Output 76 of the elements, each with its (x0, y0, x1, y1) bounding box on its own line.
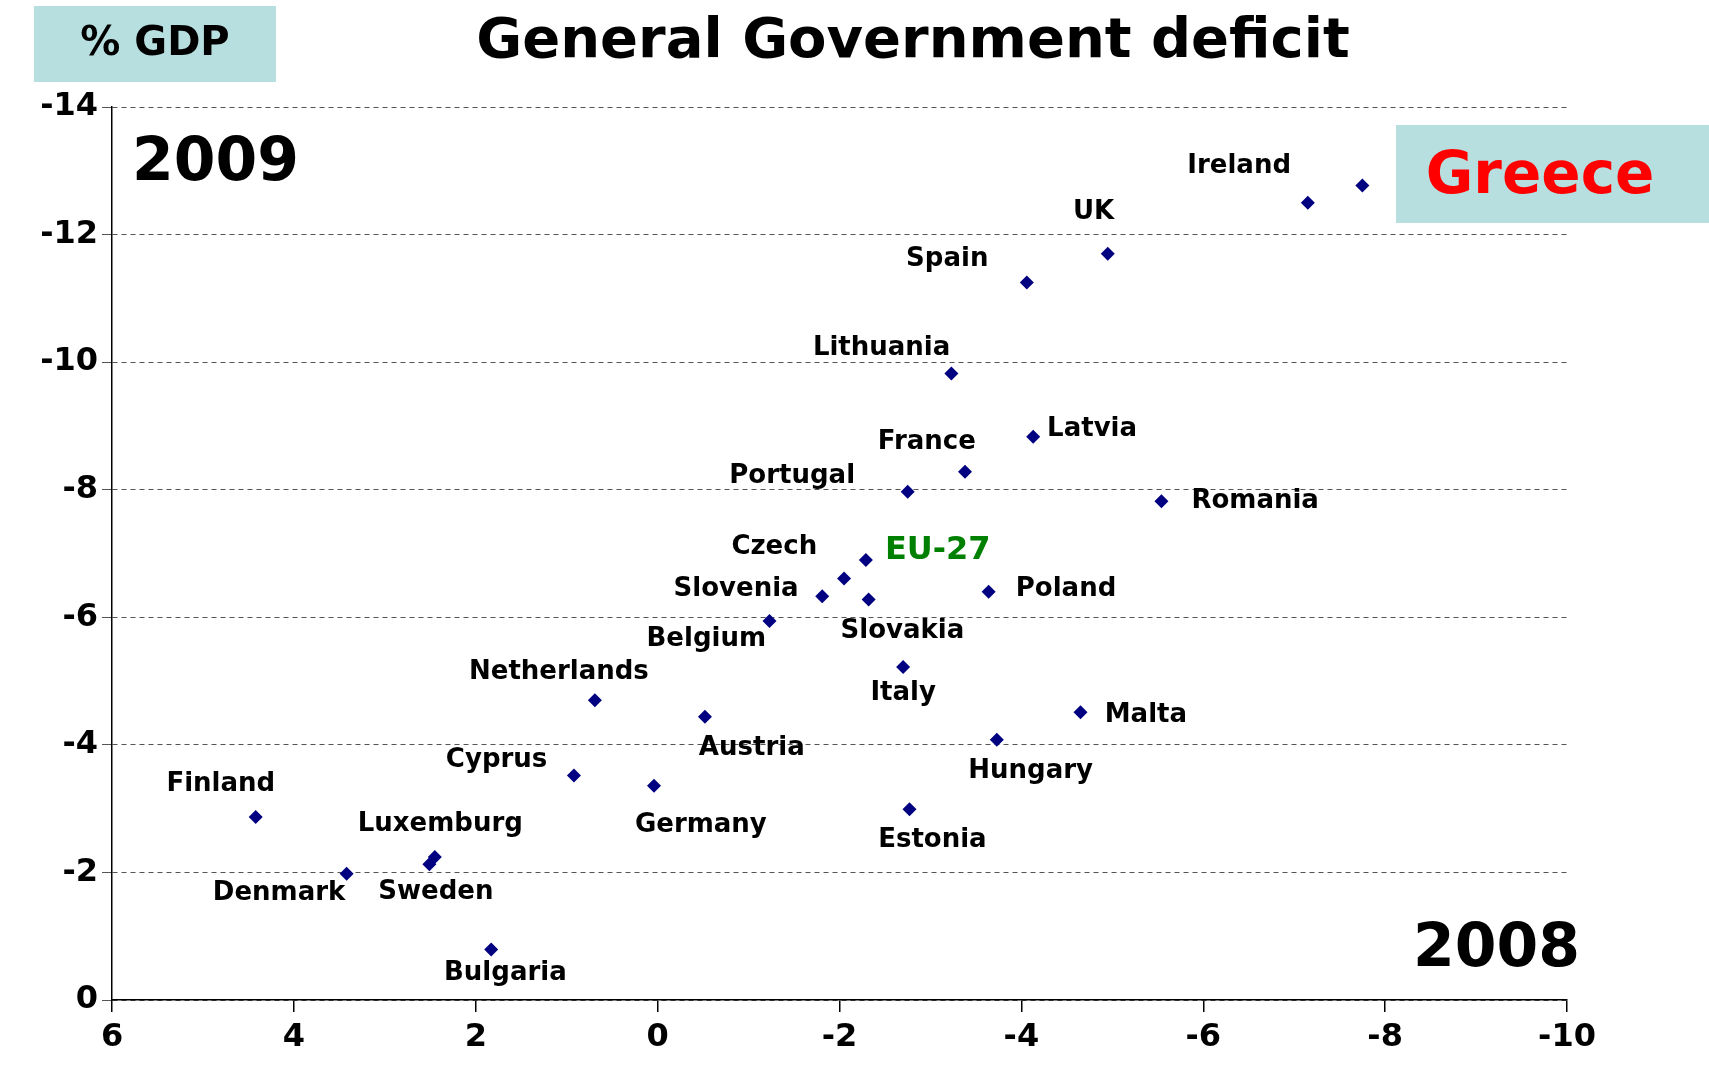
point (1019, 275, 1034, 290)
point (981, 584, 996, 599)
y-tick-label: -2 (62, 850, 98, 889)
point (566, 768, 581, 783)
annotation: Slovenia (673, 572, 799, 603)
annotation: Slovakia (840, 613, 965, 644)
point (484, 942, 499, 957)
annotation: Ireland (1187, 149, 1292, 180)
x-tick-label: -10 (1538, 1015, 1596, 1054)
y-tick-label: -14 (40, 85, 98, 124)
annotation: Germany (634, 807, 767, 838)
x-tick-label: 6 (100, 1015, 124, 1054)
point (944, 366, 959, 381)
annotation: Austria (698, 731, 805, 762)
chart-title: General Government deficit (476, 4, 1350, 70)
annotation: Portugal (729, 459, 856, 490)
point (900, 484, 915, 499)
point (422, 857, 437, 872)
point (248, 809, 263, 824)
point (989, 732, 1004, 747)
x-tick-label: -6 (1185, 1015, 1222, 1054)
y-tick-label: -10 (40, 340, 98, 379)
point (957, 464, 972, 479)
annotation: Greece (1425, 138, 1655, 207)
x-tick-label: 2 (464, 1015, 487, 1054)
annotation: Hungary (968, 754, 1094, 785)
annotation: Denmark (212, 876, 346, 907)
point (815, 589, 830, 604)
annotation: Bulgaria (444, 956, 567, 987)
x-tick-label: -4 (1003, 1015, 1040, 1054)
annotation: Italy (870, 675, 936, 706)
point (339, 866, 354, 881)
annotation: Lithuania (812, 331, 951, 362)
annotation: Netherlands (468, 654, 649, 685)
annotation: Cyprus (445, 742, 548, 773)
annotation: Sweden (378, 875, 494, 906)
annotation: Luxemburg (357, 807, 523, 838)
annotation: France (877, 425, 976, 456)
point (861, 592, 876, 607)
point (646, 778, 661, 793)
point (896, 660, 911, 675)
point (762, 614, 777, 629)
point (1300, 195, 1315, 210)
y-tick-label: -4 (62, 723, 98, 762)
point (837, 571, 852, 586)
annotation: EU-27 (884, 529, 991, 568)
point (1073, 705, 1088, 720)
y-tick-label: -12 (40, 212, 98, 251)
annotation: Finland (166, 766, 276, 797)
annotation: Czech (731, 529, 818, 560)
x-tick-label: -2 (821, 1015, 858, 1054)
annotation: Spain (906, 242, 989, 273)
y-axis-title: 2009 (132, 123, 299, 194)
annotation: Estonia (878, 822, 987, 853)
annotation: UK (1072, 195, 1116, 226)
point (902, 802, 917, 817)
point (858, 552, 873, 567)
annotation: Poland (1015, 572, 1117, 603)
point (1154, 494, 1169, 509)
x-tick-label: 4 (282, 1015, 306, 1054)
y-tick-label: 0 (75, 978, 98, 1017)
annotation: Romania (1191, 483, 1319, 514)
y-tick-label: -6 (62, 595, 98, 634)
x-tick-label: -8 (1367, 1015, 1403, 1054)
y-tick-label: -8 (62, 468, 98, 507)
point (1355, 178, 1370, 193)
point (587, 693, 602, 708)
text: % GDP (80, 18, 230, 65)
annotation: Malta (1104, 698, 1188, 729)
annotation: Latvia (1047, 411, 1138, 442)
x-axis-title: 2008 (1413, 909, 1580, 980)
point (697, 709, 712, 724)
point (1026, 429, 1041, 444)
annotation: Belgium (646, 622, 767, 653)
x-tick-label: 0 (646, 1015, 669, 1054)
point (1100, 246, 1115, 261)
